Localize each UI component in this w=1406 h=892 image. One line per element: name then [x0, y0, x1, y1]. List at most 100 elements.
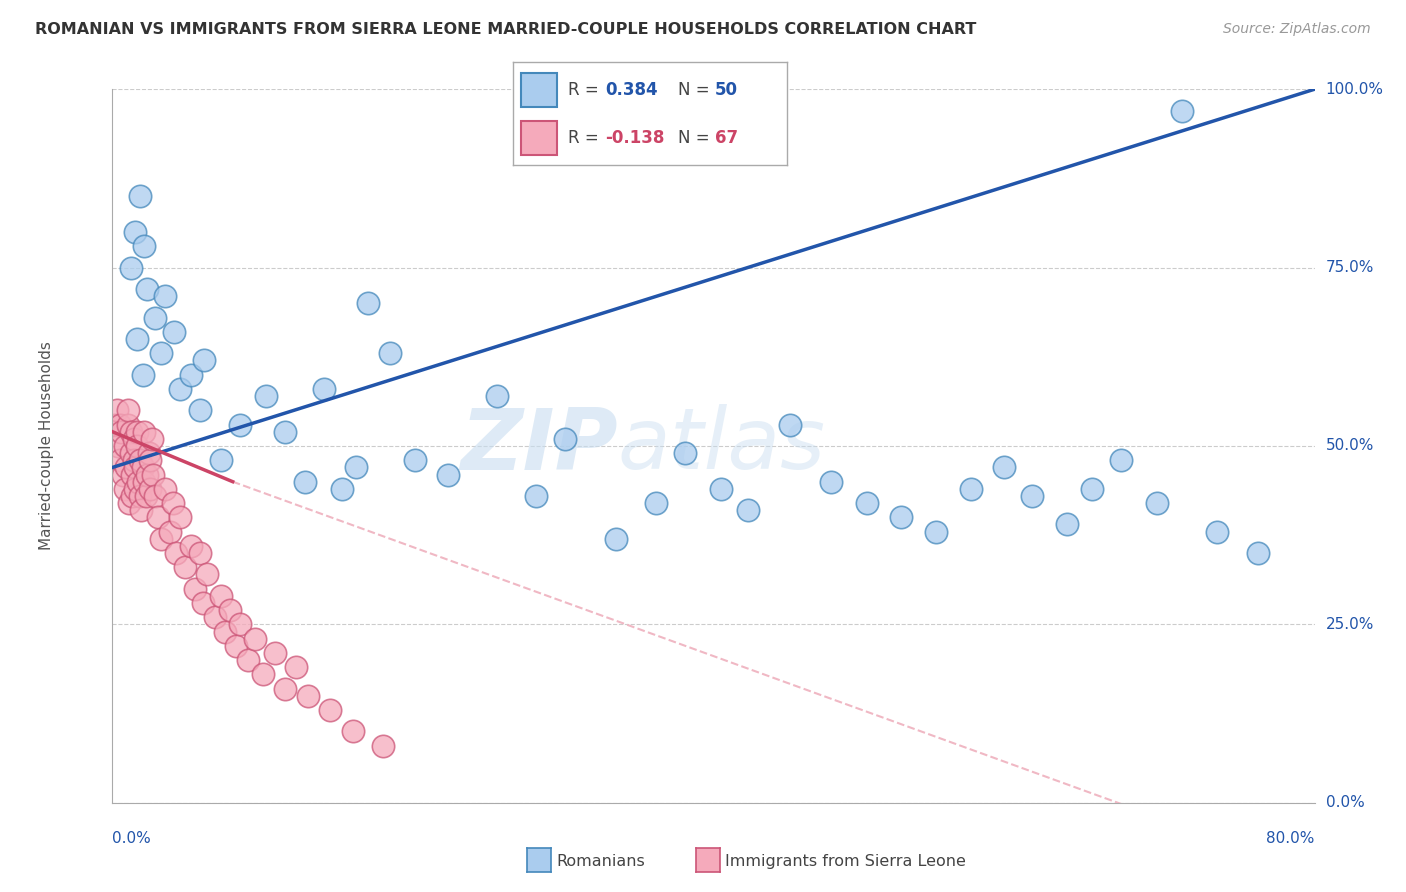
Point — [143, 489, 166, 503]
Point — [1021, 489, 1043, 503]
Point — [108, 453, 131, 467]
Text: 25.0%: 25.0% — [1326, 617, 1374, 632]
Text: 50.0%: 50.0% — [1326, 439, 1374, 453]
Point — [180, 539, 202, 553]
Point — [218, 603, 240, 617]
Point — [1109, 453, 1132, 467]
Point — [125, 332, 148, 346]
Text: 50: 50 — [714, 80, 738, 99]
Point — [605, 532, 627, 546]
Point — [107, 439, 129, 453]
Point — [344, 460, 367, 475]
Point — [959, 482, 981, 496]
Point — [263, 646, 285, 660]
Point — [120, 446, 142, 460]
Point — [153, 289, 176, 303]
Point — [132, 239, 155, 253]
Point — [191, 596, 214, 610]
Point — [524, 489, 547, 503]
Point — [314, 382, 336, 396]
Point — [357, 296, 380, 310]
Point — [1171, 103, 1194, 118]
Point — [125, 439, 148, 453]
Point — [342, 724, 364, 739]
Point — [110, 425, 132, 439]
Text: 100.0%: 100.0% — [1326, 82, 1384, 96]
Point — [169, 382, 191, 396]
Point — [820, 475, 842, 489]
Point — [436, 467, 458, 482]
Text: ROMANIAN VS IMMIGRANTS FROM SIERRA LEONE MARRIED-COUPLE HOUSEHOLDS CORRELATION C: ROMANIAN VS IMMIGRANTS FROM SIERRA LEONE… — [35, 22, 977, 37]
Point — [236, 653, 259, 667]
Point — [121, 467, 143, 482]
Point — [128, 453, 150, 467]
Point — [105, 403, 128, 417]
Text: 80.0%: 80.0% — [1267, 830, 1315, 846]
Point — [169, 510, 191, 524]
Point — [132, 425, 155, 439]
Point — [188, 546, 211, 560]
Point — [297, 689, 319, 703]
Text: 75.0%: 75.0% — [1326, 260, 1374, 275]
Point — [153, 482, 176, 496]
Point — [132, 475, 155, 489]
Point — [214, 624, 236, 639]
Point — [146, 510, 169, 524]
Point — [294, 475, 316, 489]
Point — [856, 496, 879, 510]
Point — [193, 353, 215, 368]
Point — [129, 503, 152, 517]
Text: N =: N = — [678, 80, 714, 99]
Point — [149, 532, 172, 546]
Point — [115, 460, 138, 475]
Point — [159, 524, 181, 539]
Point — [124, 482, 146, 496]
Point — [1146, 496, 1168, 510]
Point — [554, 432, 576, 446]
Point — [195, 567, 218, 582]
Point — [117, 417, 139, 432]
Text: R =: R = — [568, 80, 605, 99]
Point — [118, 496, 141, 510]
Point — [254, 389, 277, 403]
Point — [1246, 546, 1268, 560]
Point — [371, 739, 394, 753]
Text: 67: 67 — [714, 128, 738, 147]
Bar — [522, 121, 557, 155]
Point — [332, 482, 354, 496]
Point — [319, 703, 342, 717]
Point — [165, 546, 187, 560]
Text: 0.384: 0.384 — [605, 80, 658, 99]
Point — [131, 460, 153, 475]
Point — [225, 639, 247, 653]
Point — [108, 417, 131, 432]
Point — [1056, 517, 1078, 532]
Point — [180, 368, 202, 382]
Point — [645, 496, 668, 510]
Point — [209, 589, 232, 603]
Point — [188, 403, 211, 417]
Text: atlas: atlas — [617, 404, 825, 488]
Point — [136, 467, 159, 482]
Point — [122, 432, 145, 446]
Point — [673, 446, 696, 460]
Point — [142, 467, 165, 482]
Bar — [522, 73, 557, 106]
Point — [229, 617, 252, 632]
Point — [122, 453, 145, 467]
Text: 0.0%: 0.0% — [1326, 796, 1364, 810]
Text: -0.138: -0.138 — [605, 128, 665, 147]
Point — [128, 189, 150, 203]
Point — [229, 417, 252, 432]
Point — [131, 368, 153, 382]
Point — [890, 510, 912, 524]
Point — [404, 453, 426, 467]
Point — [163, 325, 186, 339]
Point — [143, 310, 166, 325]
Point — [124, 460, 146, 475]
Point — [136, 282, 159, 296]
Point — [149, 346, 172, 360]
Point — [184, 582, 207, 596]
Text: 0.0%: 0.0% — [112, 830, 152, 846]
Point — [1081, 482, 1104, 496]
